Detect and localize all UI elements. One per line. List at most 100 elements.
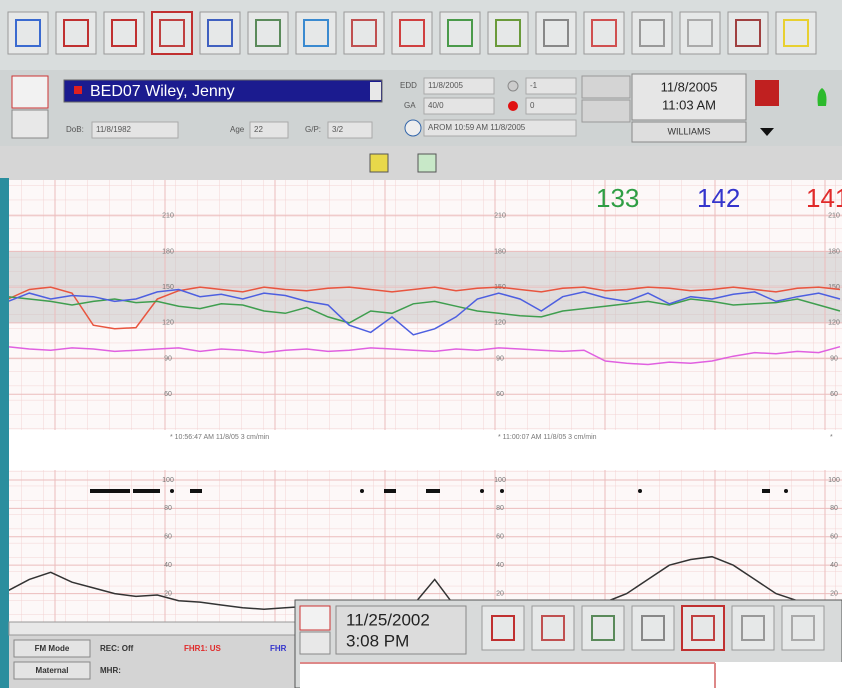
tool-button[interactable] (584, 12, 624, 54)
status-icon (508, 81, 518, 91)
y-tick-label: 60 (830, 534, 838, 541)
y-tick-label: 210 (828, 213, 840, 220)
y-tick-label: 90 (496, 355, 504, 362)
alert-square (74, 86, 82, 94)
value: 3/2 (332, 125, 344, 134)
y-tick-label: 120 (828, 320, 840, 327)
status-icon (405, 120, 421, 136)
label: Age (230, 125, 245, 134)
y-tick-label: 80 (496, 505, 504, 512)
y-tick-label: 90 (830, 355, 838, 362)
y-tick-label: 210 (162, 213, 174, 220)
tool-button[interactable] (582, 606, 624, 650)
icon[interactable] (370, 154, 388, 172)
button[interactable] (300, 632, 330, 654)
scrollbar[interactable] (9, 622, 300, 635)
y-tick-label: 60 (496, 534, 504, 541)
annotation: * (830, 434, 833, 441)
tool-button[interactable] (200, 12, 240, 54)
time: 11:03 AM (662, 97, 716, 112)
y-tick-label: 60 (164, 534, 172, 541)
y-tick-label: 90 (164, 355, 172, 362)
y-tick-label: 100 (828, 477, 840, 484)
y-tick-label: 180 (162, 248, 174, 255)
button-label: FM Mode (35, 644, 70, 653)
tool-button[interactable] (344, 12, 384, 54)
monitor-screen: BED07 Wiley, Jenny DoB: 11/8/1982 Age 22… (0, 0, 842, 688)
button[interactable] (12, 76, 48, 108)
y-tick-label: 180 (828, 248, 840, 255)
tool-button[interactable] (488, 12, 528, 54)
tool-button[interactable] (152, 12, 192, 54)
annotation: * 10:56:47 AM 11/8/05 3 cm/min (170, 434, 269, 441)
y-tick-label: 100 (162, 477, 174, 484)
tool-button[interactable] (536, 12, 576, 54)
button-label: Maternal (36, 666, 69, 675)
annotation: * 11:00:07 AM 11/8/05 3 cm/min (498, 434, 597, 441)
value: 11/8/1982 (96, 125, 132, 134)
status-text: MHR: (100, 666, 121, 675)
value: 40/0 (428, 101, 444, 110)
status-text: FHR (270, 644, 287, 653)
tool-button[interactable] (532, 606, 574, 650)
date: 11/8/2005 (661, 79, 718, 94)
label: GA (404, 101, 416, 110)
y-tick-label: 60 (164, 391, 172, 398)
label: EDD (400, 81, 417, 90)
y-tick-label: 120 (494, 320, 506, 327)
y-tick-label: 20 (830, 590, 838, 597)
value: -1 (530, 81, 538, 90)
y-tick-label: 100 (494, 477, 506, 484)
label: G/P: (305, 125, 321, 134)
y-tick-label: 80 (164, 505, 172, 512)
tool-button[interactable] (56, 12, 96, 54)
tool-button[interactable] (680, 12, 720, 54)
button[interactable] (582, 76, 630, 98)
y-tick-label: 40 (830, 562, 838, 569)
time: 3:08 PM (346, 631, 409, 650)
inset-window: 11/25/2002 3:08 PM (295, 600, 842, 688)
icon[interactable] (755, 80, 779, 106)
button[interactable] (582, 100, 630, 122)
tool-button[interactable] (482, 606, 524, 650)
current-value: 141 (806, 183, 842, 213)
y-tick-label: 120 (162, 320, 174, 327)
button[interactable] (300, 606, 330, 630)
inset-chart (300, 662, 842, 688)
y-tick-label: 210 (494, 213, 506, 220)
y-tick-label: 60 (496, 391, 504, 398)
frame (0, 178, 9, 688)
tool-button[interactable] (728, 12, 768, 54)
annotation-strip (0, 430, 842, 470)
tool-button[interactable] (248, 12, 288, 54)
y-tick-label: 80 (830, 505, 838, 512)
status-icon (508, 101, 518, 111)
value: 22 (254, 125, 263, 134)
value: 0 (530, 101, 535, 110)
tool-button[interactable] (632, 606, 674, 650)
tool-button[interactable] (296, 12, 336, 54)
tool-button[interactable] (392, 12, 432, 54)
value: 11/8/2005 (428, 81, 464, 90)
patient-name: BED07 Wiley, Jenny (90, 83, 235, 100)
user: WILLIAMS (667, 126, 710, 136)
date: 11/25/2002 (346, 610, 430, 629)
tool-button[interactable] (782, 606, 824, 650)
current-value: 142 (697, 183, 740, 213)
tool-button[interactable] (632, 12, 672, 54)
tool-button[interactable] (776, 12, 816, 54)
tool-button[interactable] (732, 606, 774, 650)
y-tick-label: 180 (494, 248, 506, 255)
y-tick-label: 40 (496, 562, 504, 569)
tool-button[interactable] (8, 12, 48, 54)
y-tick-label: 20 (496, 590, 504, 597)
value: AROM 10:59 AM 11/8/2005 (428, 123, 526, 132)
status-text: REC: Off (100, 644, 134, 653)
tool-button[interactable] (682, 606, 724, 650)
status-text: FHR1: US (184, 644, 222, 653)
dropdown-arrow[interactable] (370, 82, 381, 100)
icon[interactable] (418, 154, 436, 172)
tool-button[interactable] (440, 12, 480, 54)
tool-button[interactable] (104, 12, 144, 54)
button[interactable] (12, 110, 48, 138)
